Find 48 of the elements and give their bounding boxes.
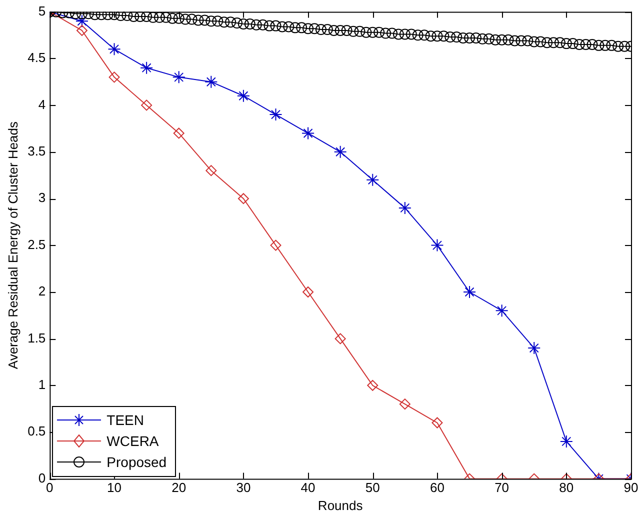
x-tick-label: 20: [172, 480, 186, 496]
y-tick-label: 0.5: [28, 424, 46, 439]
point: [398, 201, 412, 214]
point: [172, 70, 186, 84]
point: [269, 108, 282, 122]
point: [334, 145, 347, 158]
x-tick-label: 40: [300, 480, 316, 496]
x-tick-label: 60: [430, 480, 444, 496]
y-tick-label: 0: [38, 470, 46, 486]
y-axis-title: Average Residual Energy of Cluster Heads: [5, 120, 20, 370]
x-tick-label: 10: [107, 480, 122, 496]
x-axis-title: Rounds: [318, 498, 364, 513]
x-tick-label: 90: [624, 480, 638, 496]
point: [495, 304, 508, 318]
x-tick-label: 80: [559, 480, 574, 496]
point: [430, 238, 444, 252]
y-tick-label: 1.5: [28, 330, 46, 346]
point: [206, 165, 217, 176]
y-tick-label: 3: [38, 190, 46, 206]
y-tick-label: 1: [38, 376, 46, 392]
point: [236, 89, 250, 102]
x-tick-label: 50: [365, 480, 380, 496]
point: [204, 75, 218, 88]
x-tick-label: 70: [494, 480, 510, 496]
point: [302, 286, 314, 298]
point: [140, 61, 154, 74]
point: [302, 126, 315, 140]
y-tick-label: 5: [38, 3, 46, 18]
point: [108, 42, 121, 56]
point: [141, 100, 152, 111]
point: [334, 333, 346, 344]
x-tick-label: 30: [236, 480, 251, 496]
y-tick-label: 3.5: [28, 143, 46, 158]
point: [238, 193, 249, 204]
y-tick-label: 2: [38, 284, 46, 299]
legend-label: Proposed: [106, 454, 167, 470]
point: [463, 286, 476, 298]
y-tick-label: 4.5: [28, 50, 46, 66]
legend-label: WCERA: [106, 433, 159, 450]
point: [173, 128, 184, 139]
point: [270, 240, 282, 251]
point: [108, 72, 120, 83]
y-tick-label: 2.5: [28, 236, 46, 252]
legend-label: TEEN: [106, 412, 144, 428]
y-tick-label: 4: [38, 96, 46, 112]
point: [366, 173, 380, 186]
point: [76, 24, 88, 36]
point: [75, 14, 88, 28]
